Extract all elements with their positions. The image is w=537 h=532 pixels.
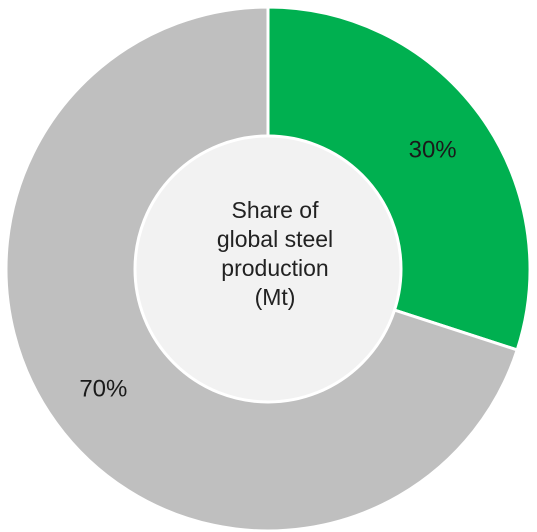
slice-label-2: 70% — [79, 376, 127, 403]
slice-label-1: 30% — [409, 136, 457, 163]
donut-hole — [133, 134, 403, 404]
center-label-line-1: Share of — [231, 197, 319, 223]
center-label-line-2: global steel — [216, 226, 334, 252]
center-label: Share of global steel production (Mt) — [175, 196, 375, 312]
center-label-line-3: production — [221, 255, 329, 281]
center-label-line-4: (Mt) — [254, 284, 296, 310]
